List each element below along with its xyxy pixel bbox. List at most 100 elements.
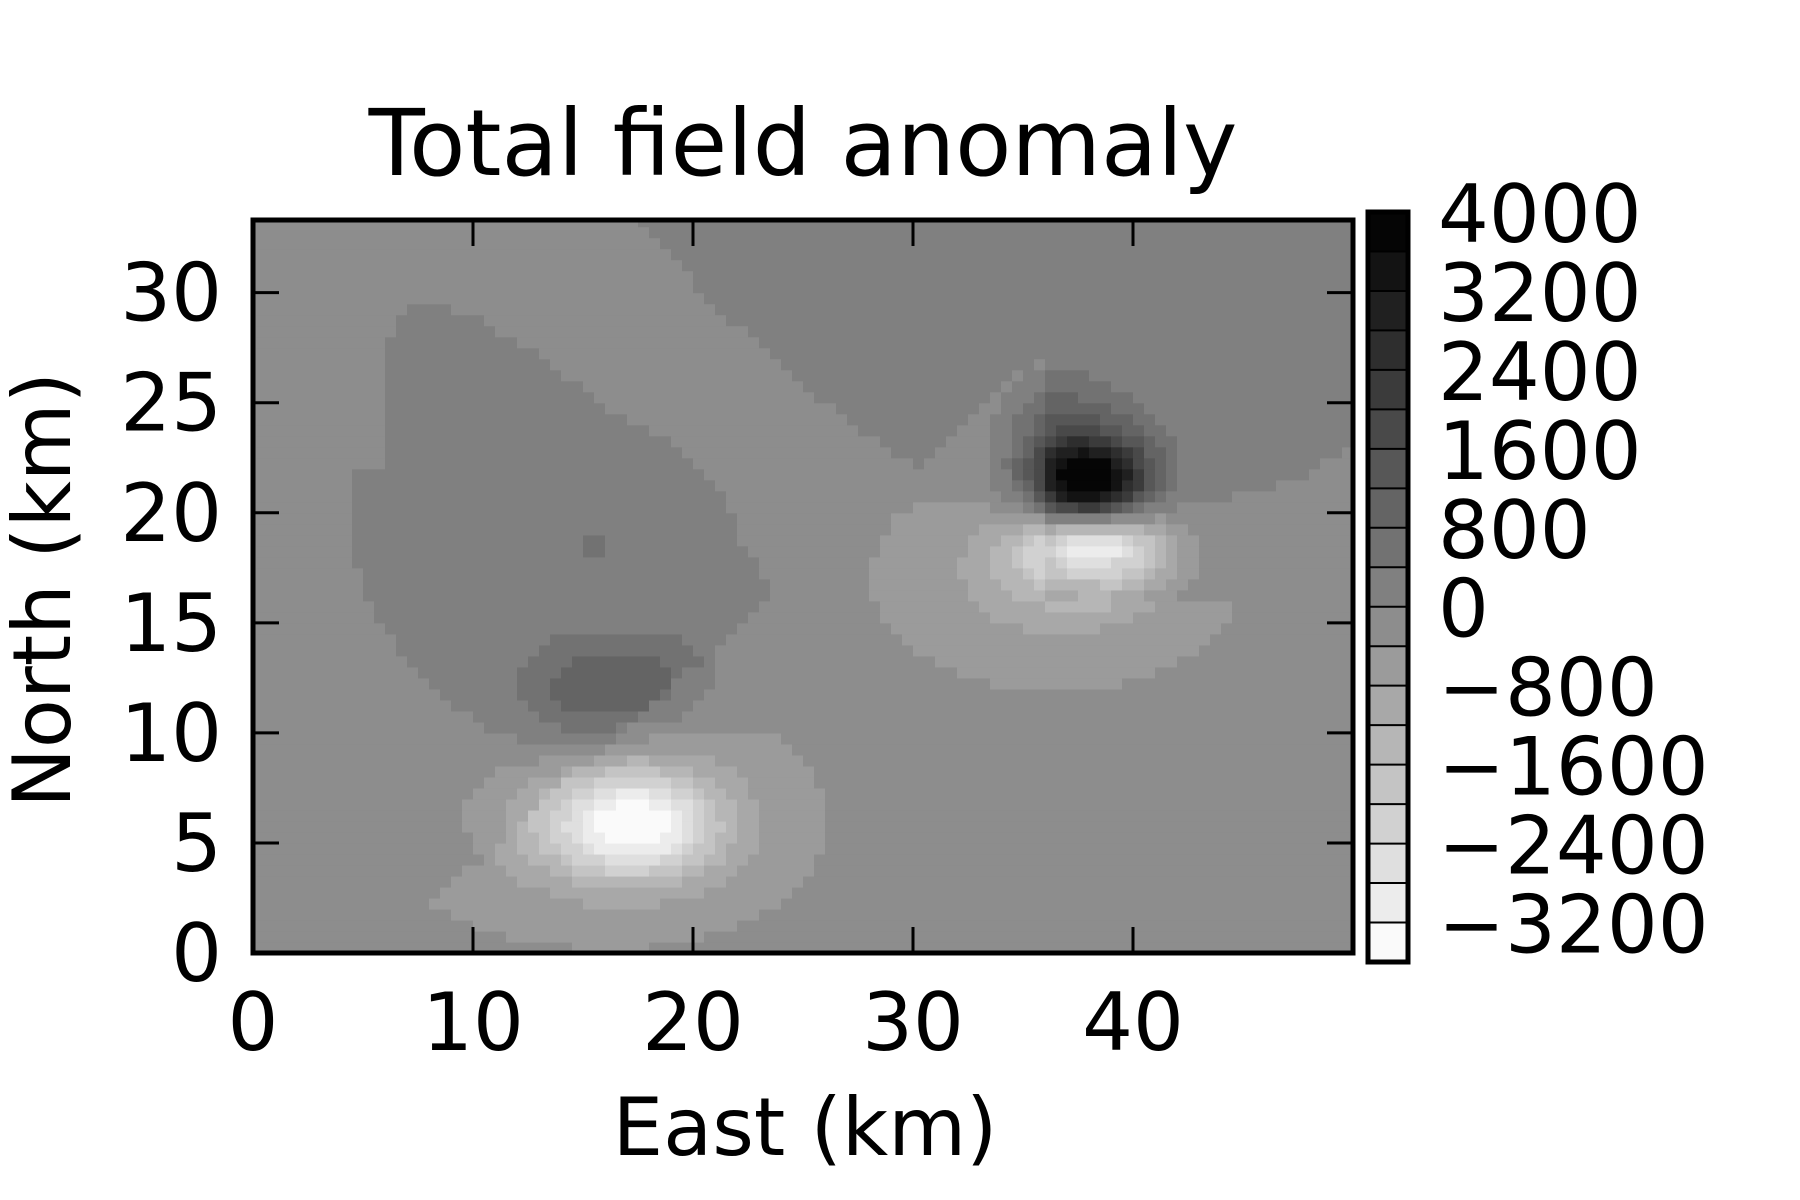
contour-cell (913, 798, 925, 811)
contour-cell (429, 413, 441, 426)
contour-cell (792, 424, 804, 437)
contour-cell (572, 831, 584, 844)
contour-cell (979, 798, 991, 811)
contour-cell (891, 292, 903, 305)
contour-cell (429, 358, 441, 371)
contour-cell (616, 919, 628, 932)
contour-cell (814, 611, 826, 624)
contour-field (253, 220, 1353, 953)
contour-cell (1045, 578, 1057, 591)
contour-cell (1012, 446, 1024, 459)
contour-cell (836, 248, 848, 261)
contour-cell (979, 710, 991, 723)
contour-cell (407, 457, 419, 470)
contour-cell (451, 666, 463, 679)
contour-cell (671, 600, 683, 613)
contour-cell (704, 270, 716, 283)
contour-cell (418, 853, 430, 866)
contour-cell (968, 237, 980, 250)
contour-cell (495, 446, 507, 459)
contour-cell (913, 226, 925, 239)
contour-cell (319, 567, 331, 580)
contour-cell (330, 347, 342, 360)
contour-cell (935, 336, 947, 349)
contour-cell (451, 380, 463, 393)
contour-cell (462, 875, 474, 888)
contour-cell (770, 435, 782, 448)
contour-cell (847, 336, 859, 349)
contour-cell (704, 721, 716, 734)
contour-cell (462, 644, 474, 657)
contour-cell (1056, 633, 1068, 646)
contour-cell (979, 259, 991, 272)
contour-cell (550, 567, 562, 580)
contour-cell (825, 490, 837, 503)
contour-cell (649, 303, 661, 316)
contour-cell (385, 655, 397, 668)
contour-cell (418, 358, 430, 371)
contour-cell (737, 754, 749, 767)
contour-cell (319, 721, 331, 734)
contour-cell (275, 919, 287, 932)
contour-cell (957, 611, 969, 624)
contour-cell (561, 435, 573, 448)
contour-cell (341, 347, 353, 360)
contour-cell (561, 699, 573, 712)
contour-cell (836, 853, 848, 866)
contour-cell (374, 919, 386, 932)
contour-cell (957, 567, 969, 580)
contour-cell (737, 369, 749, 382)
contour-cell (484, 754, 496, 767)
contour-cell (528, 292, 540, 305)
contour-cell (792, 809, 804, 822)
contour-cell (616, 941, 628, 953)
contour-cell (792, 941, 804, 953)
contour-cell (1056, 908, 1068, 921)
contour-cell (297, 941, 309, 953)
contour-cell (506, 886, 518, 899)
contour-cell (528, 391, 540, 404)
contour-cell (374, 908, 386, 921)
contour-cell (605, 842, 617, 855)
contour-cell (484, 336, 496, 349)
contour-cell (495, 534, 507, 547)
contour-cell (341, 501, 353, 514)
contour-cell (1001, 754, 1013, 767)
contour-cell (297, 842, 309, 855)
contour-cell (946, 292, 958, 305)
contour-cell (275, 842, 287, 855)
contour-cell (759, 369, 771, 382)
contour-cell (814, 259, 826, 272)
contour-cell (957, 941, 969, 953)
contour-cell (825, 633, 837, 646)
contour-cell (275, 556, 287, 569)
contour-cell (275, 446, 287, 459)
contour-cell (1001, 490, 1013, 503)
contour-cell (891, 314, 903, 327)
contour-cell (286, 743, 298, 756)
contour-cell (484, 446, 496, 459)
contour-cell (781, 787, 793, 800)
contour-cell (1045, 435, 1057, 448)
contour-cell (781, 864, 793, 877)
contour-cell (671, 435, 683, 448)
contour-cell (737, 259, 749, 272)
contour-cell (1012, 787, 1024, 800)
contour-cell (539, 490, 551, 503)
contour-cell (297, 809, 309, 822)
contour-cell (550, 699, 562, 712)
contour-cell (660, 820, 672, 833)
contour-cell (693, 776, 705, 789)
contour-cell (506, 644, 518, 657)
contour-cell (451, 281, 463, 294)
contour-cell (1001, 220, 1013, 228)
contour-cell (495, 853, 507, 866)
contour-cell (1023, 776, 1035, 789)
contour-cell (484, 908, 496, 921)
contour-cell (737, 677, 749, 690)
contour-cell (396, 688, 408, 701)
contour-cell (660, 523, 672, 536)
contour-cell (517, 721, 529, 734)
contour-cell (396, 446, 408, 459)
contour-cell (319, 479, 331, 492)
